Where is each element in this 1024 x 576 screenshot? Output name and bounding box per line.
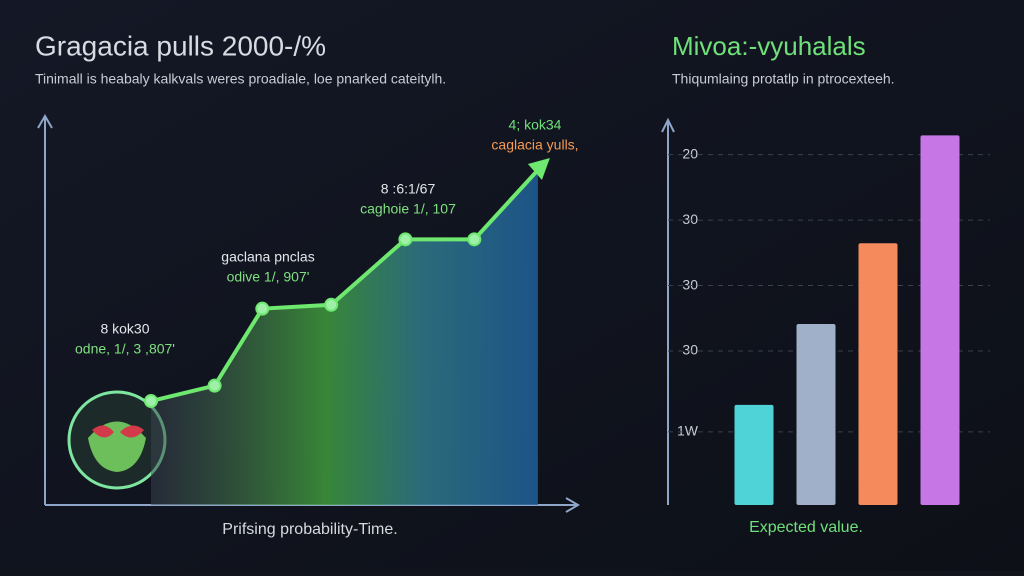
annotation: caghoie 1/, 107 [360,201,456,217]
point [398,232,413,247]
point [324,297,339,312]
x-axis-label: Prifsing probability-Time. [222,521,397,538]
chart-title: Mivoa:-vyuhalals [672,31,866,61]
annotation: odne, 1/, 3 ,807' [75,341,175,357]
chart-subtitle: Thiqumlaing protatlp in ptrocexteeh. [672,71,895,87]
x-axis-label: Expected value. [749,519,863,536]
annotation: 8 :6:1/67 [381,181,436,197]
y-tick-label: 30 [682,211,698,227]
bar [796,324,836,505]
annotation: odive 1/, 907' [227,269,310,285]
point [144,394,158,409]
bar [920,135,960,505]
chart-subtitle: Tinimall is heabaly kalkvals weres proad… [35,71,446,87]
annotation: 4; kok34 [509,117,562,133]
annotation: gaclana pnclas [221,249,314,265]
y-tick-label: 20 [682,145,698,161]
area [151,170,538,506]
y-tick-label: 30 [682,342,698,358]
annotation: 8 kok30 [100,321,149,337]
y-tick-label: 30 [682,276,698,292]
bar [858,243,898,505]
point [207,378,222,393]
arrow-head [527,158,550,181]
annotation: caglacia yulls, [491,137,578,153]
bar [734,404,774,505]
point [255,301,270,316]
point [467,232,482,247]
y-tick-label: 1W [677,423,699,439]
chart-title: Gragacia pulls 2000-/% [35,30,326,61]
